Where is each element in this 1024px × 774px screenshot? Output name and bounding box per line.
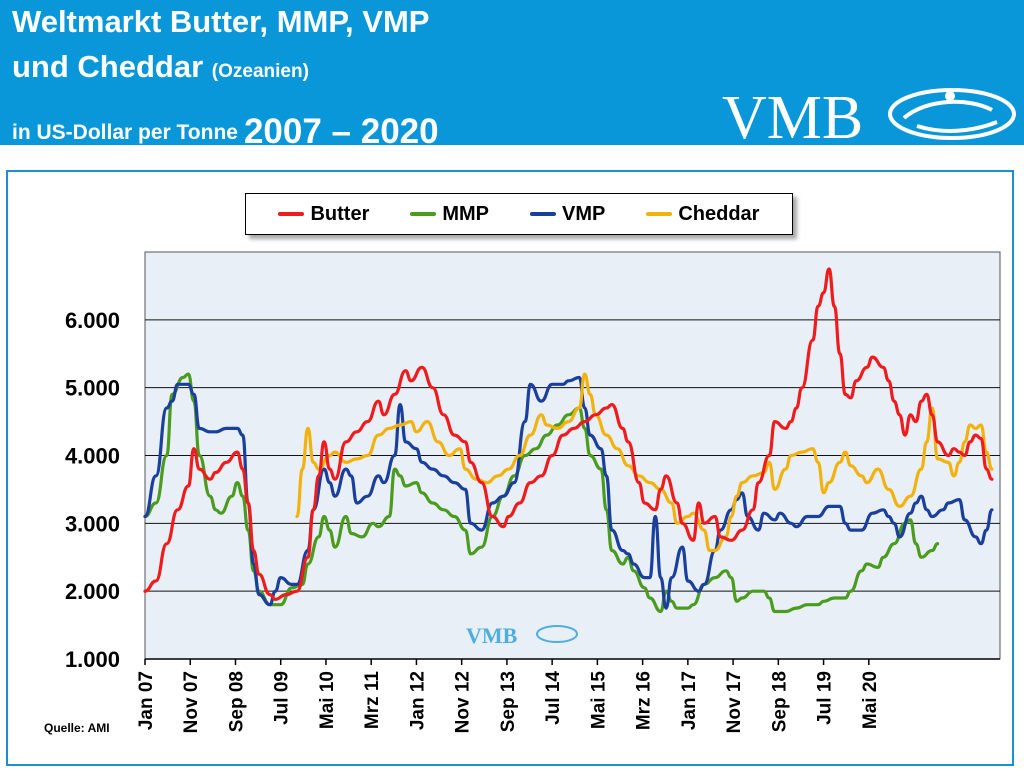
header-banner: Weltmarkt Butter, MMP, VMP und Cheddar (… bbox=[0, 0, 1024, 151]
legend-item-mmp: MMP bbox=[410, 203, 489, 226]
subtitle-unit: in US-Dollar per Tonne 2007 – 2020 bbox=[12, 108, 439, 151]
legend-swatch-cheddar bbox=[646, 212, 673, 216]
legend-label-vmp: VMP bbox=[562, 202, 606, 225]
title-line-2-text: und Cheddar bbox=[12, 49, 204, 84]
logo-swirl-outer bbox=[888, 88, 1016, 140]
y-axis: 1.000 2.000 3.000 4.000 5.000 6.000 bbox=[65, 308, 120, 672]
y-tick-label: 2.000 bbox=[65, 579, 120, 604]
x-tick-label: Jan 07 bbox=[136, 671, 157, 730]
legend-label-cheddar: Cheddar bbox=[678, 202, 760, 225]
y-tick-label: 4.000 bbox=[65, 444, 120, 469]
x-tick-label: Nov 07 bbox=[181, 671, 202, 733]
y-tick-label: 6.000 bbox=[65, 308, 120, 333]
x-tick-label: Sep 18 bbox=[769, 671, 790, 732]
vmb-logo: VMB bbox=[722, 84, 1016, 144]
y-tick-label: 1.000 bbox=[65, 647, 120, 672]
watermark: VMB bbox=[466, 623, 578, 648]
x-tick-label: Jul 09 bbox=[272, 671, 293, 725]
chart-frame bbox=[6, 170, 1014, 766]
title-line-1: Weltmarkt Butter, MMP, VMP bbox=[12, 4, 430, 39]
source-note: Quelle: AMI bbox=[44, 721, 110, 735]
legend-item-cheddar: Cheddar bbox=[646, 203, 759, 226]
x-tick-label: Mai 15 bbox=[588, 671, 609, 730]
x-tick-label: Mrz 16 bbox=[634, 671, 655, 730]
y-tick-label: 3.000 bbox=[65, 511, 120, 536]
x-tick-label: Mai 10 bbox=[317, 671, 338, 729]
x-tick-label: Sep 13 bbox=[498, 671, 519, 732]
legend-swatch-vmp bbox=[530, 212, 557, 216]
legend: Butter MMP VMP Cheddar bbox=[245, 193, 793, 235]
x-tick-label: Mrz 11 bbox=[362, 671, 383, 730]
logo-swirl-inner bbox=[902, 99, 993, 120]
year-range: 2007 – 2020 bbox=[243, 112, 439, 151]
logo-text: VMB bbox=[722, 84, 863, 144]
x-tick-label: Sep 08 bbox=[226, 671, 247, 732]
gridlines bbox=[145, 319, 1000, 592]
x-tick-label: Jul 19 bbox=[815, 671, 836, 725]
unit-text: in US-Dollar per Tonne bbox=[12, 121, 238, 144]
legend-swatch-butter bbox=[278, 212, 305, 216]
x-axis: Jan 07 Nov 07 Sep 08 Jul 09 Mai 10 Mrz 11 Jan … bbox=[136, 658, 1000, 733]
x-tick-label: Jul 14 bbox=[543, 671, 564, 725]
title-region: (Ozeanien) bbox=[211, 61, 309, 82]
legend-item-butter: Butter bbox=[278, 203, 369, 226]
series-lines bbox=[143, 267, 994, 614]
title-line-2: und Cheddar (Ozeanien) bbox=[12, 49, 309, 85]
legend-label-mmp: MMP bbox=[442, 202, 490, 225]
watermark-text: VMB bbox=[466, 623, 518, 648]
series-line-vmp bbox=[143, 375, 994, 610]
legend-swatch-mmp bbox=[410, 212, 437, 216]
x-tick-label: Nov 17 bbox=[724, 671, 745, 733]
legend-label-butter: Butter bbox=[310, 202, 370, 225]
series-line-butter bbox=[143, 267, 994, 601]
x-tick-label: Jan 17 bbox=[679, 671, 700, 730]
watermark-swirl bbox=[536, 625, 578, 643]
y-tick-label: 5.000 bbox=[65, 376, 120, 401]
x-tick-label: Mai 20 bbox=[860, 671, 881, 729]
legend-item-vmp: VMP bbox=[530, 203, 605, 226]
logo-dot bbox=[945, 91, 955, 101]
logo-swirl-lower bbox=[916, 120, 998, 133]
series-line-cheddar bbox=[295, 372, 994, 553]
x-tick-label: Nov 12 bbox=[453, 671, 474, 733]
x-tick-label: Jan 12 bbox=[407, 671, 428, 730]
